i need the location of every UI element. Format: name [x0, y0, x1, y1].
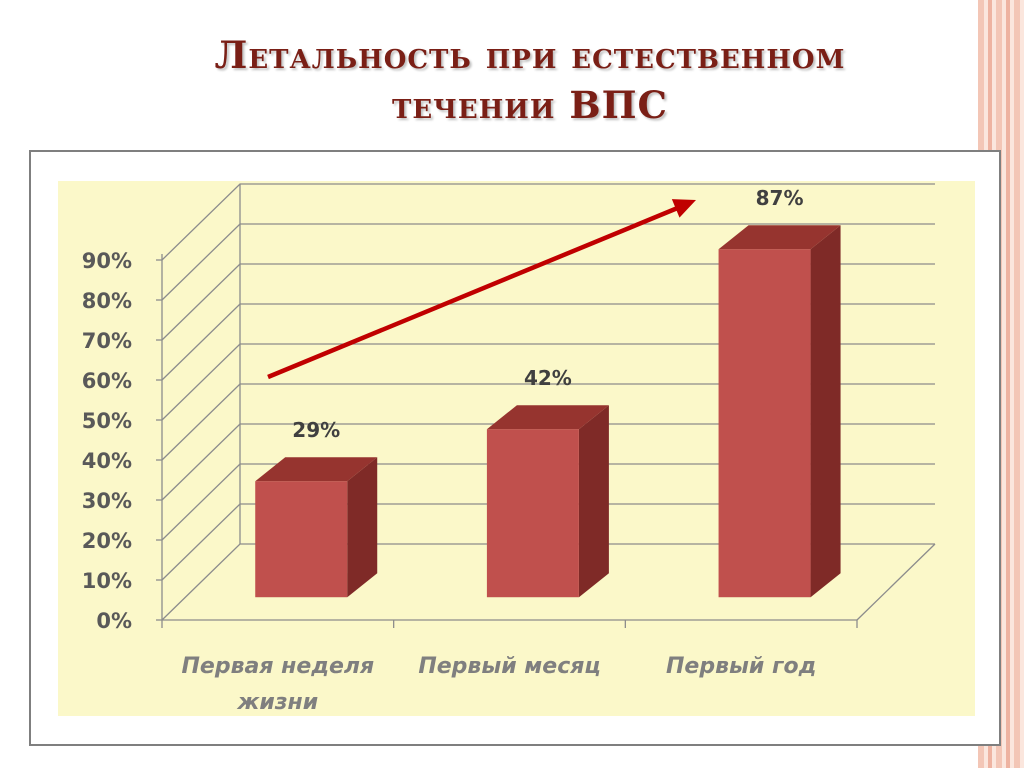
bar-side	[578, 405, 609, 598]
x-category-label: Первая неделя	[181, 654, 374, 679]
x-category-label: Первый год	[666, 654, 816, 679]
trend-arrow-head	[671, 199, 696, 218]
bar	[255, 481, 348, 598]
y-tick-label: 0%	[96, 609, 132, 633]
bar-side	[810, 225, 841, 598]
slide-title: Летальность при естественном течении ВПС	[60, 30, 1000, 130]
y-tick-label: 70%	[82, 329, 132, 353]
trend-arrow-line	[267, 204, 681, 380]
y-tick-label: 90%	[82, 249, 132, 273]
y-tick-label: 60%	[82, 369, 132, 393]
title-line-1: Летальность при естественном	[214, 33, 846, 77]
x-category-label: жизни	[236, 690, 318, 715]
bar-top	[718, 225, 841, 250]
y-tick-label: 30%	[82, 489, 132, 513]
y-tick-label: 50%	[82, 409, 132, 433]
floor-edge-right	[856, 543, 936, 621]
bar	[486, 429, 579, 598]
data-label: 42%	[524, 366, 572, 390]
data-label: 29%	[292, 418, 340, 442]
bar-top	[255, 457, 378, 482]
bar-top	[486, 405, 609, 430]
y-tick-label: 40%	[82, 449, 132, 473]
x-category-label: Первый месяц	[418, 654, 600, 679]
y-tick-label: 80%	[82, 289, 132, 313]
bar	[718, 249, 811, 598]
y-tick-label: 20%	[82, 529, 132, 553]
data-label: 87%	[756, 186, 804, 210]
y-tick-label: 10%	[82, 569, 132, 593]
bar-side	[347, 457, 378, 598]
title-line-2: течении ВПС	[392, 83, 668, 127]
